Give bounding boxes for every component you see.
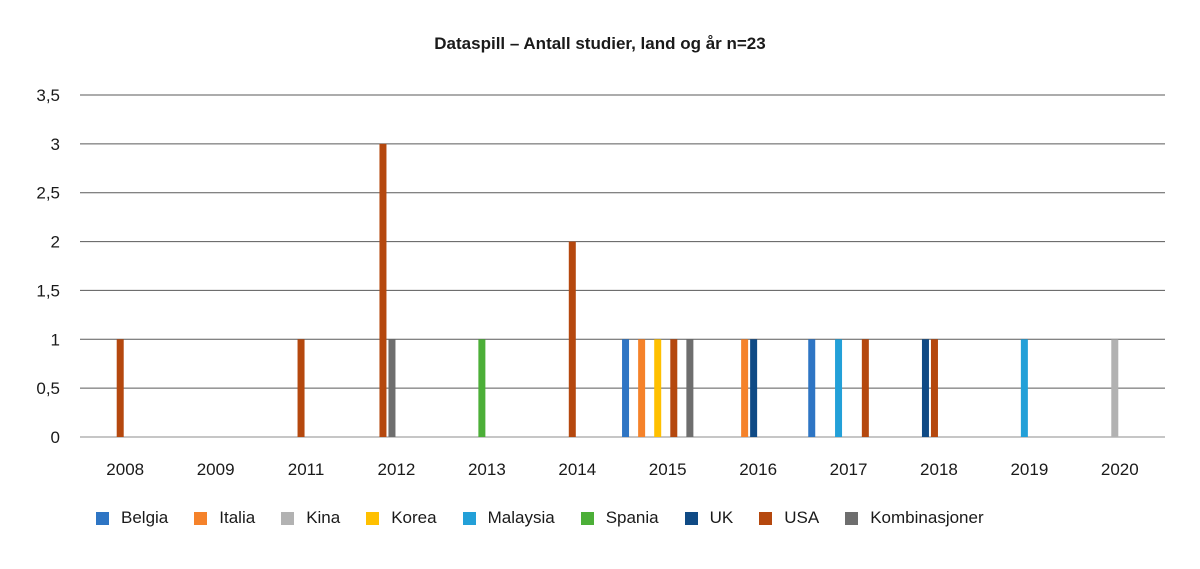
legend-item: Kombinasjoner [845,508,984,528]
x-tick-label: 2017 [830,460,868,479]
legend-swatch [96,511,109,525]
y-tick-label: 2 [51,233,60,252]
plot-area: 0 0,5 1 1,5 2 2,5 3 3,5 2008 2009 2011 2012 2013 2014… [36,86,1165,479]
legend-label: USA [784,508,820,527]
x-tick-label: 2019 [1010,460,1048,479]
bar-korea [654,339,662,437]
x-tick-label: 2011 [288,460,325,479]
legend-label: UK [709,508,734,527]
legend-item: Spania [580,508,659,528]
legend-swatch [366,511,380,525]
legend-swatch [281,511,295,525]
legend-swatch [580,511,594,525]
legend-label: Kombinasjoner [870,508,984,527]
legend-label: Korea [391,508,437,527]
x-tick-label: 2015 [649,460,687,479]
bar-italia [741,339,749,437]
legend-label: Belgia [121,508,169,527]
legend-item: UK [684,508,734,528]
x-tick-label: 2008 [106,460,144,479]
bar-malaysia [835,339,843,437]
bar-malaysia [1020,339,1028,437]
legend-item: Belgia [96,508,168,528]
bar-kombinasjoner [388,339,396,437]
bar-spania [478,339,486,437]
bar-usa [568,241,576,437]
y-tick-label: 0 [51,428,60,447]
bar-kina [1111,339,1119,437]
legend-swatch [194,511,208,525]
bar-kombinasjoner [686,339,694,437]
bar-usa [861,339,869,437]
x-tick-label: 2020 [1101,460,1139,479]
y-tick-label: 3,5 [36,86,60,105]
legend-label: Kina [306,508,341,527]
legend-label: Malaysia [487,508,555,527]
bar-belgia [808,339,816,437]
x-tick-label: 2012 [378,460,416,479]
legend-item: USA [759,508,819,528]
y-tick-label: 2,5 [36,184,60,203]
bar-belgia [622,339,630,437]
bar-usa [670,339,678,437]
legend-swatch [759,511,773,525]
x-tick-label: 2018 [920,460,958,479]
x-tick-label: 2009 [197,460,235,479]
x-tick-label: 2014 [558,460,596,479]
bar-usa [379,143,387,437]
legend-label: Spania [605,508,659,527]
bar-usa [116,339,124,437]
legend-swatch [462,511,476,525]
legend-item: Kina [281,508,340,528]
chart-title: Dataspill – Antall studier, land og år n… [434,34,766,53]
legend-label: Italia [219,508,256,527]
y-tick-label: 0,5 [36,379,60,398]
bar-uk [750,339,758,437]
x-tick-label: 2013 [468,460,506,479]
bar-usa [297,339,305,437]
y-tick-label: 1,5 [36,281,60,300]
legend-item: Korea [366,508,437,528]
y-tick-label: 3 [51,135,60,154]
legend-swatch [845,511,859,525]
legend: Belgia Italia Kina Korea Malaysia Spania UK USA… [96,508,1010,528]
legend-item: Malaysia [462,508,555,528]
x-tick-label: 2016 [739,460,777,479]
bar-usa [930,339,938,437]
y-tick-label: 1 [51,330,60,349]
legend-swatch [684,511,698,525]
bar-italia [638,339,646,437]
legend-item: Italia [194,508,255,528]
bar-uk [921,339,929,437]
